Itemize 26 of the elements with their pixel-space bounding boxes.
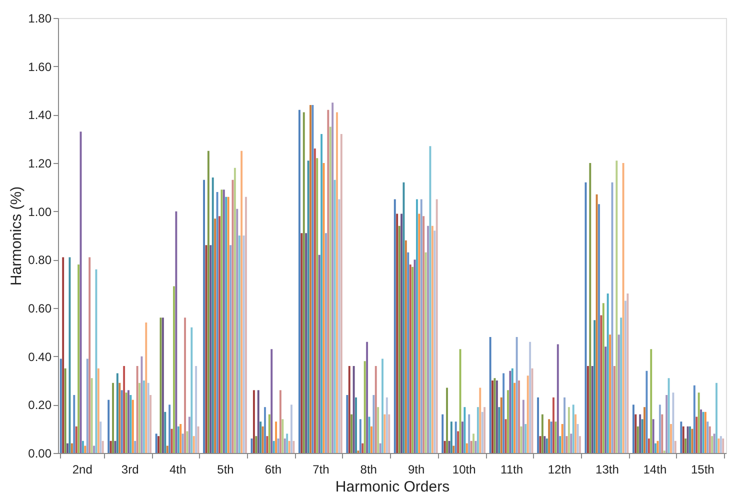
x-tick-label: 15th <box>690 462 714 476</box>
x-tick-label: 3rd <box>121 462 139 476</box>
y-tick-label: 1.60 <box>28 60 52 74</box>
y-tick-label: 1.00 <box>28 204 52 219</box>
x-tick-label: 9th <box>408 462 425 476</box>
y-tick-label: 1.20 <box>28 156 52 170</box>
y-axis-title: Harmonics (%) <box>8 186 26 286</box>
x-tick-label: 8th <box>360 462 377 476</box>
y-tick-label: 0.20 <box>28 398 52 412</box>
x-tick-label: 7th <box>312 462 330 476</box>
x-tick-label: 4th <box>169 462 186 476</box>
y-tick-label: 1.80 <box>28 12 52 26</box>
x-tick-label: 13th <box>596 462 619 476</box>
x-tick-label: 11th <box>500 462 524 476</box>
x-tick-label: 10th <box>452 462 476 476</box>
y-tick-label: 0.40 <box>28 350 52 364</box>
x-axis-title: Harmonic Orders <box>335 478 450 496</box>
y-tick-label: 0.80 <box>28 253 52 268</box>
y-tick-label: 0.00 <box>28 446 52 460</box>
x-tick-label: 5th <box>217 462 234 476</box>
y-tick-label: 0.60 <box>28 302 52 316</box>
x-tick-label: 2nd <box>72 462 92 476</box>
x-tick-label: 6th <box>264 462 282 476</box>
x-tick-label: 14th <box>643 462 667 476</box>
y-tick-label: 1.40 <box>28 108 52 122</box>
x-tick-label: 12th <box>548 462 572 476</box>
